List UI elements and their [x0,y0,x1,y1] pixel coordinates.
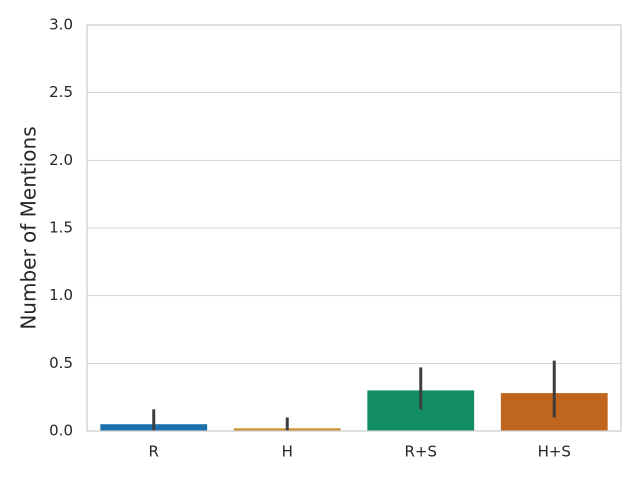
x-tick-label: R+S [404,443,437,461]
x-tick-label: R [149,443,159,461]
y-tick-label: 3.0 [49,16,73,34]
x-tick-label: H [282,443,293,461]
y-tick-label: 2.5 [49,83,73,101]
y-tick-label: 0.0 [49,422,73,440]
y-tick-label: 0.5 [49,354,73,372]
x-tick-label: H+S [538,443,571,461]
y-axis-label: Number of Mentions [17,126,41,329]
y-tick-label: 1.0 [49,286,73,304]
plot-frame [86,24,622,432]
y-tick-label: 2.0 [49,151,73,169]
y-tick-label: 1.5 [49,219,73,237]
